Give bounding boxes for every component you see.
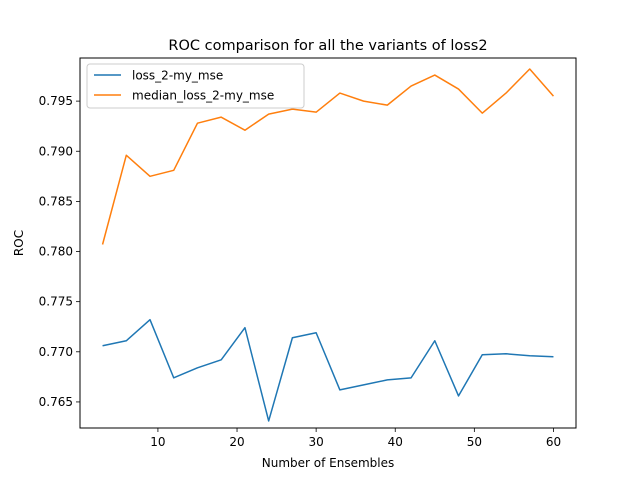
data-point (387, 104, 389, 106)
data-point (125, 154, 127, 156)
y-tick-label: 0.775 (39, 295, 73, 309)
legend-label: loss_2-my_mse (132, 69, 223, 83)
data-point (125, 340, 127, 342)
legend-box (86, 63, 305, 109)
data-point (505, 92, 507, 94)
data-point (197, 122, 199, 124)
data-point (553, 356, 555, 358)
y-tick-label: 0.795 (39, 94, 73, 108)
legend: loss_2-my_mse median_loss_2-my_mse (86, 63, 305, 109)
data-point (244, 129, 246, 131)
legend-label: median_loss_2-my_mse (132, 89, 274, 103)
data-point (410, 85, 412, 87)
data-point (102, 244, 104, 246)
y-tick-label: 0.770 (39, 345, 73, 359)
x-tick-label: 40 (388, 435, 403, 449)
y-axis-label: ROC (12, 230, 26, 256)
y-tick-label: 0.790 (39, 144, 73, 158)
y-tick-label: 0.780 (39, 245, 73, 259)
data-point (244, 327, 246, 329)
data-point (268, 113, 270, 115)
data-point (363, 384, 365, 386)
data-point (434, 340, 436, 342)
data-point (149, 319, 151, 321)
plot-area-frame (79, 57, 577, 429)
data-point (292, 108, 294, 110)
data-point (553, 95, 555, 97)
data-point (292, 337, 294, 339)
data-point (434, 74, 436, 76)
data-point (529, 68, 531, 70)
data-point (173, 170, 175, 172)
data-point (458, 88, 460, 90)
y-tick-label: 0.785 (39, 194, 73, 208)
data-point (339, 92, 341, 94)
data-point (197, 367, 199, 369)
x-tick-label: 50 (467, 435, 482, 449)
series-layer (101, 68, 555, 422)
x-tick-label: 30 (308, 435, 323, 449)
series-line-0 (102, 318, 554, 422)
data-point (481, 354, 483, 356)
data-point (315, 111, 317, 113)
data-point (505, 353, 507, 355)
data-point (529, 355, 531, 357)
data-point (410, 377, 412, 379)
x-axis-label: Number of Ensembles (262, 456, 395, 470)
data-point (220, 116, 222, 118)
data-point (315, 332, 317, 334)
data-point (363, 100, 365, 102)
y-tick-label: 0.765 (39, 395, 73, 409)
x-tick-label: 60 (546, 435, 561, 449)
data-point (339, 389, 341, 391)
data-point (268, 420, 270, 422)
data-point (220, 359, 222, 361)
data-point (102, 345, 104, 347)
series-line-1 (101, 68, 555, 245)
x-tick-label: 10 (150, 435, 165, 449)
axis-layer: 10 20 30 40 50 60 0.765 0.770 0.775 0.780 0.785 0.7… (39, 94, 561, 449)
x-tick-label: 20 (229, 435, 244, 449)
data-point (149, 176, 151, 178)
chart-title: ROC comparison for all the variants of l… (168, 38, 487, 54)
data-point (173, 377, 175, 379)
data-point (481, 112, 483, 114)
data-point (458, 395, 460, 397)
data-point (387, 379, 389, 381)
